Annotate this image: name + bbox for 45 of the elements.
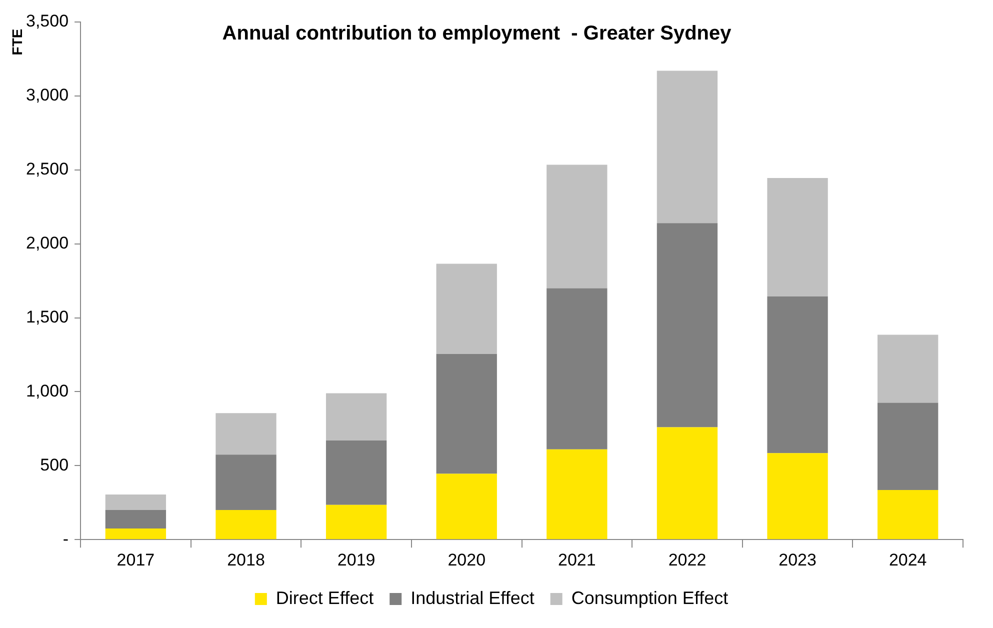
bar <box>546 288 608 450</box>
bar <box>656 223 718 428</box>
bar <box>326 440 387 505</box>
bar <box>878 402 938 490</box>
bar <box>546 449 608 540</box>
bar <box>878 334 938 403</box>
bar <box>767 453 828 540</box>
bar <box>216 413 276 455</box>
bar <box>767 296 828 454</box>
bar <box>216 510 276 540</box>
bar <box>436 474 497 540</box>
x-tick-label: 2020 <box>448 550 486 570</box>
x-tick-label: 2022 <box>668 550 706 570</box>
x-tick-label: 2017 <box>116 550 155 570</box>
bar <box>436 264 497 354</box>
legend-label: Industrial Effect <box>410 588 534 608</box>
y-tick-label: 2,500 <box>26 160 69 179</box>
bar <box>656 70 718 224</box>
y-tick-label: - <box>62 529 69 548</box>
bar <box>767 178 828 296</box>
bar <box>656 427 718 540</box>
chart-title: Annual contribution to employment - Greater Sydney <box>222 22 732 45</box>
bar <box>326 504 387 540</box>
y-tick-label: 3,000 <box>26 86 69 105</box>
bar <box>546 164 608 288</box>
y-tick-label: 1,500 <box>26 307 69 326</box>
x-tick-label: 2024 <box>888 550 927 570</box>
y-tick-label: 2,000 <box>26 234 69 253</box>
y-tick-label: 500 <box>40 455 69 474</box>
x-tick-label: 2019 <box>337 550 376 570</box>
x-tick-label: 2018 <box>227 550 265 570</box>
y-axis-title: FTE <box>8 28 25 56</box>
y-tick-label: 1,000 <box>26 381 69 400</box>
y-tick-label: 3,500 <box>26 12 69 31</box>
bar <box>216 454 276 510</box>
bar <box>105 510 166 529</box>
legend-label: Direct Effect <box>276 588 374 608</box>
bar <box>105 528 166 540</box>
legend-label: Consumption Effect <box>571 588 728 608</box>
bar <box>878 490 938 540</box>
bar <box>436 354 497 474</box>
x-tick-label: 2023 <box>778 550 816 570</box>
bar <box>105 494 166 510</box>
x-tick-label: 2021 <box>558 550 596 570</box>
bar <box>326 393 387 441</box>
